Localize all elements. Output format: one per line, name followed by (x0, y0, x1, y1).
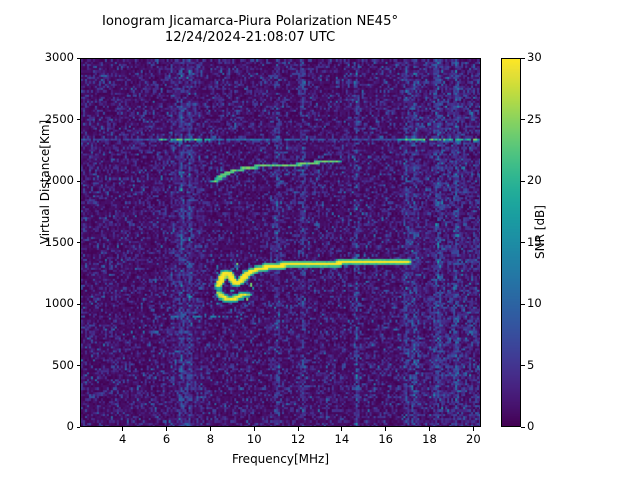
x-axis-tick-label: 18 (422, 432, 437, 446)
colorbar-tick-label: 20 (527, 173, 542, 187)
x-axis-tick-label: 10 (246, 432, 262, 446)
x-axis-tick-mark (166, 427, 168, 431)
title-line-2: 12/24/2024-21:08:07 UTC (164, 30, 336, 45)
x-axis-tick-mark (341, 427, 343, 431)
y-axis-label: Virtual Distance[Km] (38, 119, 52, 245)
x-axis-tick-mark (472, 427, 474, 431)
y-axis-tick-label: 1000 (44, 296, 74, 310)
colorbar-tick-mark (521, 57, 525, 59)
x-axis-tick-label: 4 (119, 432, 127, 446)
y-axis-tick-label: 3000 (44, 50, 74, 64)
y-axis-tick-label: 1500 (44, 234, 74, 249)
colorbar-tick-label: 15 (527, 234, 542, 249)
y-axis-tick-label: 0 (66, 419, 74, 433)
colorbar-label: SNR [dB] (533, 205, 547, 259)
x-axis-label: Frequency[MHz] (231, 452, 330, 466)
colorbar-tick-mark (521, 303, 525, 305)
x-axis-tick-label: 8 (206, 432, 215, 446)
x-axis-tick-label: 14 (334, 432, 350, 446)
y-axis-tick-mark (76, 365, 80, 367)
y-axis-tick-mark (76, 180, 80, 182)
x-axis-tick-mark (385, 427, 387, 431)
x-axis-tick-mark (122, 427, 124, 431)
x-axis-tick-mark (297, 427, 299, 431)
x-axis-tick-mark (253, 427, 255, 431)
colorbar-tick-label: 5 (527, 357, 535, 372)
x-axis-tick-label: 16 (378, 432, 393, 446)
ionogram-heatmap-canvas (81, 59, 480, 426)
x-axis-tick-label: 6 (162, 432, 171, 446)
page-title: Ionogram Jicamarca-Piura Polarization NE… (0, 14, 500, 46)
y-axis-tick-mark (76, 242, 80, 244)
x-axis-tick-mark (429, 427, 431, 431)
colorbar-tick-mark (521, 426, 525, 428)
y-axis-tick-mark (76, 119, 80, 121)
colorbar-tick-label: 25 (527, 111, 542, 126)
y-axis-tick-mark (76, 57, 80, 59)
colorbar-tick-mark (521, 180, 525, 182)
y-axis-tick-mark (76, 426, 80, 428)
title-line-1: Ionogram Jicamarca-Piura Polarization NE… (101, 14, 399, 29)
colorbar-tick-label: 30 (527, 50, 542, 64)
ionogram-plot-area (80, 58, 481, 427)
colorbar-gradient (502, 59, 520, 426)
colorbar-tick-label: 0 (527, 419, 535, 433)
colorbar (501, 58, 521, 427)
colorbar-tick-mark (521, 242, 525, 244)
y-axis-tick-label: 2000 (44, 173, 74, 187)
x-axis-tick-mark (209, 427, 211, 431)
x-axis-tick-label: 12 (290, 432, 306, 446)
y-axis-tick-label: 500 (52, 357, 74, 372)
y-axis-tick-label: 2500 (44, 111, 74, 126)
colorbar-tick-mark (521, 365, 525, 367)
colorbar-tick-label: 10 (527, 296, 542, 310)
colorbar-tick-mark (521, 119, 525, 121)
y-axis-tick-mark (76, 303, 80, 305)
x-axis-tick-label: 20 (466, 432, 481, 446)
